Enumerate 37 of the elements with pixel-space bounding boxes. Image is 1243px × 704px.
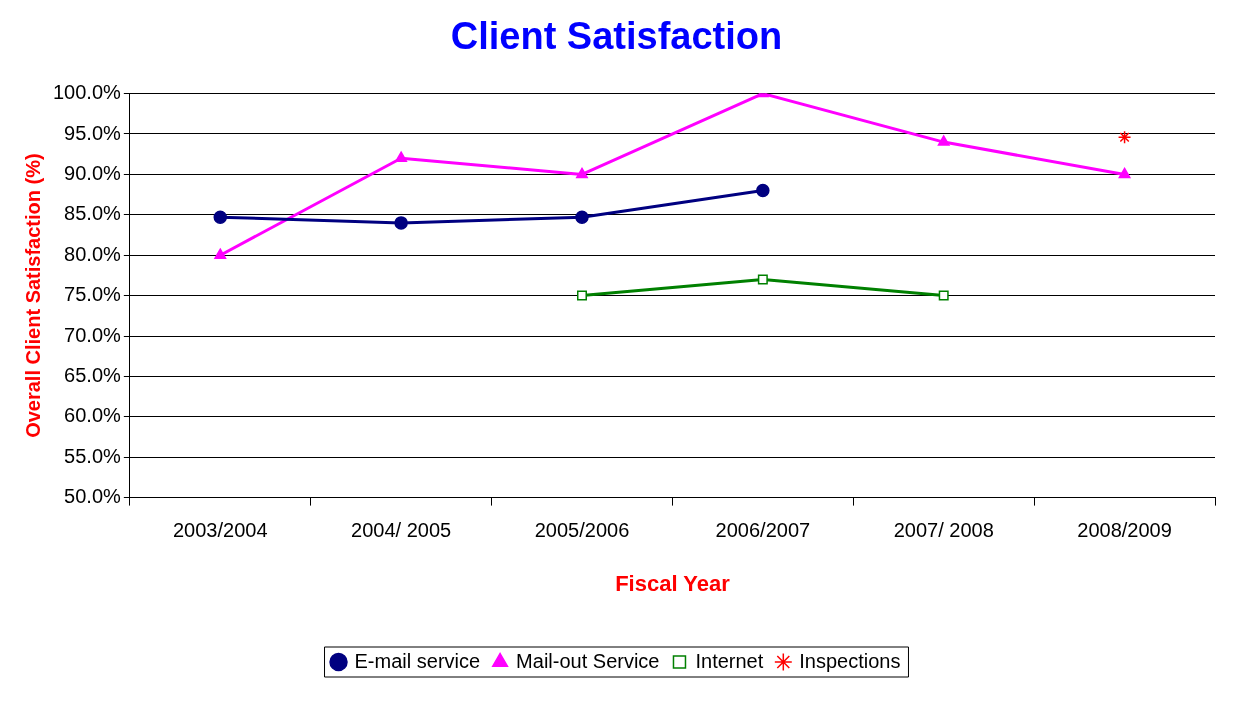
y-tick-label: 95.0% (64, 121, 122, 144)
x-tick-label: 2007/ 2008 (893, 519, 994, 542)
y-tick-label: 75.0% (64, 283, 122, 306)
x-tick-label: 2006/2007 (715, 519, 811, 542)
point (937, 135, 950, 146)
chart-title: Client Satisfaction (450, 15, 783, 58)
y-tick-label: 100.0% (52, 81, 122, 104)
y-tick-label: 70.0% (64, 323, 122, 346)
y-tick-label: 50.0% (64, 485, 122, 508)
point (576, 290, 587, 301)
point (395, 151, 408, 162)
y-tick-label: 80.0% (64, 242, 122, 265)
legend-label: E-mail service (354, 649, 481, 672)
point (214, 248, 227, 259)
y-tick-label: 65.0% (64, 363, 122, 386)
point (1117, 130, 1132, 144)
legend-label: Inspections (799, 649, 901, 672)
y-axis-title: Overall Client Satisfaction (%) (21, 153, 44, 438)
y-tick-label: 90.0% (64, 161, 122, 184)
x-tick-label: 2005/2006 (534, 519, 630, 542)
y-tick-label: 85.0% (64, 202, 122, 225)
legend-label: Internet (695, 649, 764, 672)
point (757, 274, 768, 285)
point (1118, 167, 1131, 179)
x-tick-label: 2008/2009 (1077, 519, 1172, 542)
x-tick-label: 2003/2004 (172, 519, 268, 542)
x-tick-label: 2004/ 2005 (351, 519, 452, 542)
point (213, 210, 228, 224)
point (394, 216, 408, 230)
point (756, 183, 770, 198)
point (576, 167, 588, 179)
y-tick-label: 60.0% (64, 404, 122, 427)
legend-label: Mail-out Service (516, 649, 660, 672)
point (575, 210, 589, 224)
y-tick-label: 55.0% (64, 444, 122, 467)
point (938, 290, 949, 301)
x-axis-title: Fiscal Year (615, 570, 731, 596)
